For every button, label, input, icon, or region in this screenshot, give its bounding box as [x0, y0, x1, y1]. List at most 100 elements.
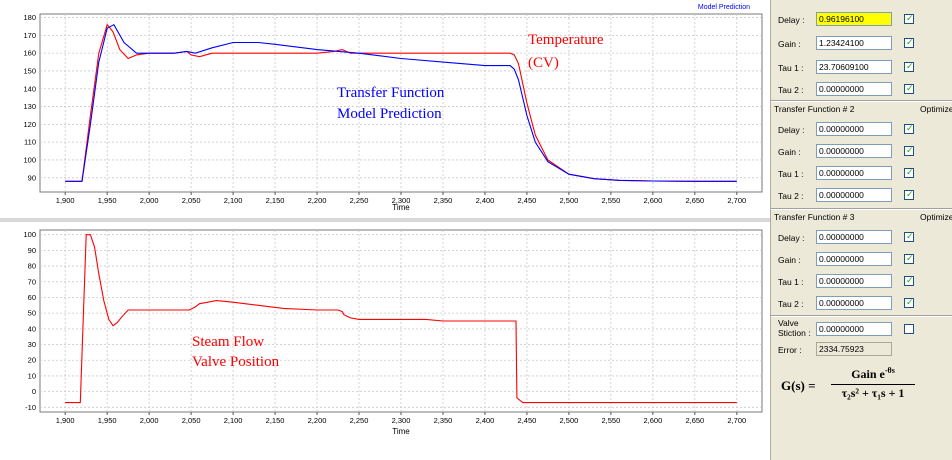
tf2-tau1-optimize-checkbox[interactable]: ✓	[904, 167, 914, 178]
x-tick-label: 2,500	[560, 416, 579, 425]
y-tick-label: 10	[28, 371, 36, 380]
check-icon: ✓	[906, 61, 914, 71]
chart-annotation: (CV)	[528, 55, 559, 71]
y-tick-label: 180	[23, 13, 36, 22]
tf1-tau1-field[interactable]: 23.70609100	[816, 60, 892, 74]
tf2-tau2-optimize-checkbox[interactable]: ✓	[904, 189, 914, 200]
valve-stiction-checkbox[interactable]	[904, 324, 914, 334]
tf2-tau1-field[interactable]: 0.00000000	[816, 166, 892, 180]
tf2-delay-optimize-checkbox[interactable]: ✓	[904, 123, 914, 134]
x-tick-label: 2,350	[434, 196, 453, 205]
tf1-gain-row: Gain : 1.23424100 ✓	[771, 34, 952, 54]
model-prediction-corner-label: Model Prediction	[698, 4, 750, 11]
valve-stiction-field[interactable]: 0.00000000	[816, 322, 892, 336]
formula-denominator: τ₂s² + τ₁s + 1	[841, 386, 905, 400]
plot-frame	[39, 229, 763, 413]
tf1-tau1-optimize-checkbox[interactable]: ✓	[904, 61, 914, 72]
check-icon: ✓	[906, 167, 914, 177]
error-row: Error : 2334.75923	[771, 340, 952, 360]
tf3-tau1-row: Tau 1 : 0.00000000 ✓	[771, 272, 952, 292]
x-tick-label: 2,100	[224, 196, 243, 205]
tf3-tau2-optimize-checkbox[interactable]: ✓	[904, 297, 914, 308]
tf1-gain-field[interactable]: 1.23424100	[816, 36, 892, 50]
tf1-gain-label: Gain :	[778, 39, 801, 49]
check-icon: ✓	[906, 253, 914, 263]
y-tick-label: 20	[28, 356, 36, 365]
tf2-delay-row: Delay : 0.00000000 ✓	[771, 120, 952, 140]
y-tick-label: 90	[28, 173, 36, 182]
x-tick-label: 2,600	[643, 416, 662, 425]
tf1-tau2-field[interactable]: 0.00000000	[816, 82, 892, 96]
tf3-optimize-label: Optimize	[920, 212, 952, 222]
tf2-gain-label: Gain :	[778, 147, 801, 157]
series-line-0	[65, 23, 737, 182]
valve-position-chart: 1,900 1,950 2,000 2,050 2,100 2,150 2,200 2,250…	[23, 229, 763, 436]
tf2-delay-field[interactable]: 0.00000000	[816, 122, 892, 136]
check-icon: ✓	[906, 275, 914, 285]
tf3-gain-field[interactable]: 0.00000000	[816, 252, 892, 266]
check-icon: ✓	[906, 145, 914, 155]
x-tick-label: 2,450	[518, 416, 537, 425]
tf3-tau2-label: Tau 2 :	[778, 299, 804, 309]
tf1-delay-optimize-checkbox[interactable]: ✓	[904, 13, 914, 24]
y-tick-label: 170	[23, 31, 36, 40]
tf1-delay-label: Delay :	[778, 15, 805, 25]
tf1-gain-optimize-checkbox[interactable]: ✓	[904, 37, 914, 48]
x-tick-label: 2,400	[476, 416, 495, 425]
x-tick-label: 1,900	[56, 196, 75, 205]
tf3-tau1-label: Tau 1 :	[778, 277, 804, 287]
x-tick-label: 2,400	[476, 196, 495, 205]
x-tick-label: 2,600	[643, 196, 662, 205]
x-tick-label: 2,250	[350, 416, 369, 425]
tf2-tau2-row: Tau 2 : 0.00000000 ✓	[771, 186, 952, 206]
parameters-panel: Delay : 0.96196100 ✓ Gain : 1.23424100 ✓…	[770, 0, 952, 460]
tf3-delay-field[interactable]: 0.00000000	[816, 230, 892, 244]
divider	[771, 315, 952, 317]
formula-numerator: Gain e-θs	[833, 366, 913, 382]
x-tick-label: 2,350	[434, 416, 453, 425]
y-tick-label: 140	[23, 84, 36, 93]
divider	[771, 208, 952, 210]
tf2-tau2-field[interactable]: 0.00000000	[816, 188, 892, 202]
tf1-delay-field[interactable]: 0.96196100	[816, 12, 892, 26]
x-tick-label: 2,050	[182, 196, 201, 205]
x-tick-label: 1,950	[98, 416, 117, 425]
x-tick-label: 2,700	[727, 196, 746, 205]
y-tick-label: 130	[23, 102, 36, 111]
x-tick-label: 2,550	[601, 196, 620, 205]
tf2-header: Transfer Function # 2	[774, 104, 855, 114]
tf2-optimize-label: Optimize	[920, 104, 952, 114]
y-tick-label: 70	[28, 277, 36, 286]
tf2-tau1-label: Tau 1 :	[778, 169, 804, 179]
x-tick-label: 1,950	[98, 196, 117, 205]
tf3-tau1-field[interactable]: 0.00000000	[816, 274, 892, 288]
tf2-tau1-row: Tau 1 : 0.00000000 ✓	[771, 164, 952, 184]
tf1-tau2-optimize-checkbox[interactable]: ✓	[904, 83, 914, 94]
transfer-function-formula: G(s) = Gain e-θs τ₂s² + τ₁s + 1	[781, 366, 949, 406]
error-field: 2334.75923	[816, 342, 892, 356]
tf2-gain-row: Gain : 0.00000000 ✓	[771, 142, 952, 162]
chart-annotation: Model Prediction	[337, 106, 442, 122]
valve-stiction-row: 0.00000000	[771, 320, 952, 340]
tf2-gain-field[interactable]: 0.00000000	[816, 144, 892, 158]
x-tick-label: 2,300	[392, 196, 411, 205]
tf3-gain-row: Gain : 0.00000000 ✓	[771, 250, 952, 270]
tf3-delay-row: Delay : 0.00000000 ✓	[771, 228, 952, 248]
x-tick-label: 2,500	[560, 196, 579, 205]
y-tick-label: 50	[28, 309, 36, 318]
error-label: Error :	[778, 345, 802, 355]
tf3-tau2-field[interactable]: 0.00000000	[816, 296, 892, 310]
fraction-bar	[831, 384, 915, 385]
tf3-tau1-optimize-checkbox[interactable]: ✓	[904, 275, 914, 286]
y-tick-label: 60	[28, 293, 36, 302]
tf3-delay-optimize-checkbox[interactable]: ✓	[904, 231, 914, 242]
tf1-tau2-row: Tau 2 : 0.00000000 ✓	[771, 80, 952, 100]
x-tick-label: 2,050	[182, 416, 201, 425]
series-line-1	[65, 23, 737, 182]
divider	[771, 100, 952, 102]
tf2-gain-optimize-checkbox[interactable]: ✓	[904, 145, 914, 156]
formula-lhs: G(s) =	[781, 378, 816, 393]
chart-annotation: Temperature	[528, 32, 604, 48]
tf3-gain-optimize-checkbox[interactable]: ✓	[904, 253, 914, 264]
formula-numerator-exponent: -θs	[884, 366, 895, 375]
